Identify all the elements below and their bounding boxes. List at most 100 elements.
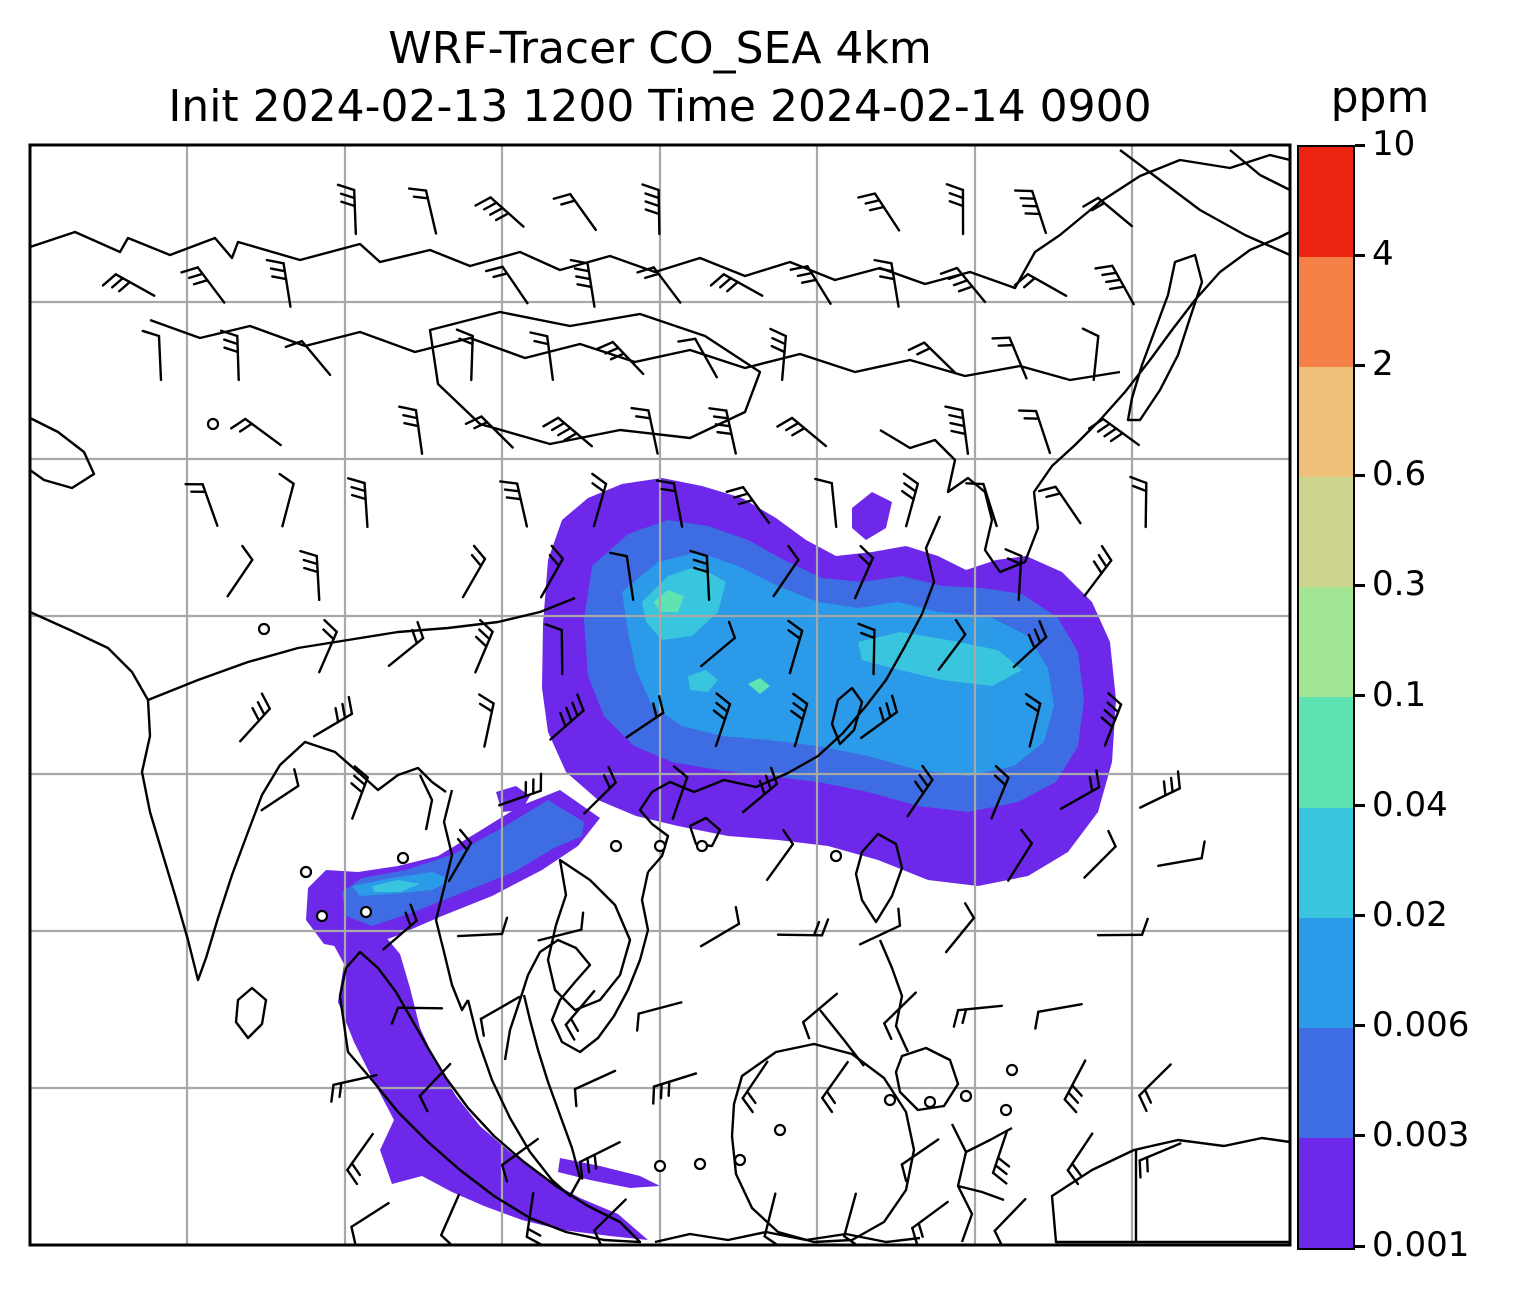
wind-barb-feather <box>709 273 725 287</box>
calm-wind-circles <box>206 417 1019 1173</box>
wind-barb-feather <box>1022 276 1037 289</box>
wind-barb-feather <box>1200 840 1206 860</box>
colorbar-tick-mark <box>1355 143 1365 147</box>
wind-barb-feather <box>117 280 131 293</box>
wind-barb-feather <box>1108 285 1126 291</box>
wind-barb-feather <box>1038 620 1048 639</box>
wind-barb <box>699 636 737 668</box>
wind-barb-feather <box>1037 485 1057 493</box>
wind-barb-feather <box>265 258 285 265</box>
calm-wind-circle <box>733 1153 747 1167</box>
wind-barb <box>1037 1003 1083 1013</box>
colorbar-tick-label: 0.6 <box>1372 454 1427 495</box>
wind-barb <box>281 482 295 528</box>
wind-barb-feather <box>586 1157 591 1174</box>
wind-barb-feather <box>947 273 964 281</box>
colorbar-tick-label: 10 <box>1372 124 1416 164</box>
wind-barb-feather <box>492 272 509 279</box>
wind-barb-feather <box>478 702 494 713</box>
wind-barb-feather <box>689 549 709 558</box>
plume-region-level-4 <box>654 590 684 612</box>
colorbar-tick-mark <box>1355 1134 1365 1138</box>
wind-barb-feather <box>563 432 578 442</box>
wind-barb <box>801 992 839 1024</box>
wind-barb-feather <box>770 344 786 354</box>
wind-barb-feather <box>407 187 428 192</box>
colorbar-segment-5 <box>1299 697 1353 808</box>
wind-barb-feather <box>223 346 240 354</box>
wind-barb-feather <box>769 327 788 338</box>
wind-barb-feather <box>1045 492 1062 499</box>
wind-barb-feather <box>1094 264 1114 270</box>
wind-barb-feather <box>641 183 660 192</box>
wind-barb-feather <box>340 200 356 208</box>
wind-barb-feather <box>607 765 617 784</box>
wind-barb-feather <box>994 764 1010 779</box>
coastline-northeast-asia-coast <box>879 230 1290 574</box>
graticule <box>30 145 1290 1245</box>
coastline-sri-lanka <box>234 986 268 1040</box>
wind-barb-feather <box>996 1156 1011 1168</box>
wind-barb-feather <box>293 768 300 788</box>
wind-barb-feather <box>557 426 572 437</box>
colorbar-segment-7 <box>1299 917 1353 1028</box>
wind-barb-feather <box>792 702 807 713</box>
wind-barb-feather <box>334 706 340 724</box>
wind-barb-feather <box>708 407 728 412</box>
wind-barb-feather <box>302 558 319 566</box>
wind-barb-feather <box>758 779 766 796</box>
wind-barb-feather <box>403 421 420 428</box>
wind-barb <box>647 409 659 455</box>
wind-barb-feather <box>1066 1169 1080 1186</box>
wind-barb-feather <box>741 1097 754 1114</box>
wind-barb-feather <box>353 765 369 779</box>
wind-barb-feather <box>488 206 504 216</box>
wind-barb-feather <box>278 472 295 485</box>
wind-barb-feather <box>260 692 272 710</box>
colorbar-tick-label: 4 <box>1372 234 1394 275</box>
coastline-new-guinea-landmass <box>1050 1136 1290 1244</box>
colorbar-tick-mark <box>1355 1024 1365 1028</box>
wind-barb-feather <box>921 764 934 782</box>
wind-barb <box>501 265 529 305</box>
calm-wind-circle <box>693 1157 707 1171</box>
coastline-himalaya-border <box>147 596 576 702</box>
wind-barb <box>312 712 354 738</box>
wind-barb-feather <box>1004 548 1023 558</box>
wind-barb-feather <box>483 201 498 211</box>
wind-barb-feather <box>957 285 974 293</box>
wind-barb <box>456 932 504 938</box>
colorbar-tick-mark <box>1355 914 1365 918</box>
coastline-burma-thai-coast <box>434 789 470 1012</box>
plume-region-level-0 <box>496 786 530 812</box>
wind-barb-feather <box>655 479 676 485</box>
wind-barb-feather <box>1100 716 1114 729</box>
coastline-java <box>654 1230 921 1244</box>
wind-barb-feather <box>474 635 488 648</box>
wind-barb-feather <box>714 423 731 428</box>
wind-barb-feather <box>991 1171 1008 1185</box>
wind-barb-feather <box>192 279 209 286</box>
wind-barb <box>568 192 598 232</box>
wind-barb-feather <box>630 406 650 412</box>
wind-barb-feather <box>478 618 494 633</box>
wind-barb-feather <box>911 1226 919 1245</box>
wind-barb-feather <box>952 279 969 287</box>
calm-wind-circle <box>829 849 843 863</box>
wind-barb-feather <box>571 701 579 717</box>
wind-barb-feather <box>456 837 469 852</box>
coastline-sulawesi-arm-north <box>965 1126 1013 1154</box>
wind-barb-feather <box>991 336 1011 340</box>
wind-barb-feather <box>398 405 418 412</box>
wind-barb-feather <box>346 1168 359 1186</box>
wind-barb-feather <box>965 482 985 486</box>
coastline-mongolia-loop <box>428 310 762 446</box>
wind-barb <box>537 928 583 942</box>
wind-barb-feather <box>994 1164 1008 1176</box>
wind-barb-feather <box>1109 431 1124 443</box>
wind-barb <box>414 409 424 455</box>
wind-barb-feather <box>455 328 474 338</box>
wind-barb-feather <box>141 329 161 338</box>
wind-barb <box>900 1138 940 1166</box>
colorbar-units-label: ppm <box>1330 72 1430 123</box>
